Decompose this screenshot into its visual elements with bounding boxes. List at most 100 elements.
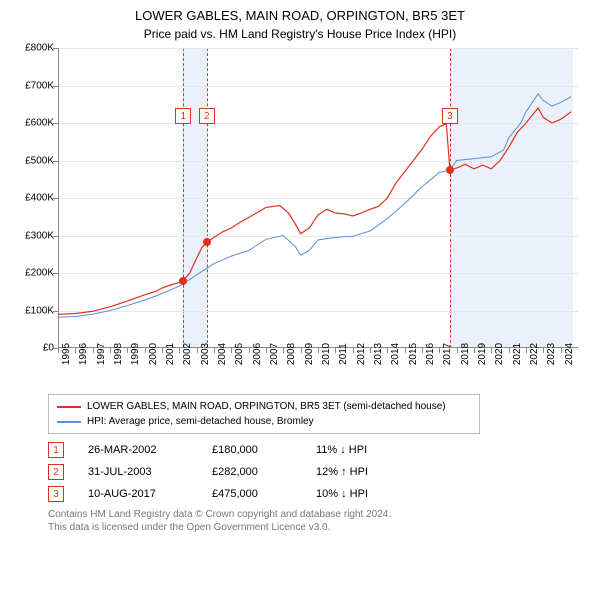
series-hpi: [58, 94, 571, 317]
x-tick: [179, 348, 180, 353]
tx-hpi: 10% ↓ HPI: [316, 488, 416, 500]
footer-line: This data is licensed under the Open Gov…: [48, 521, 592, 534]
y-tick-label: £200K: [10, 268, 54, 279]
chart-subtitle: Price paid vs. HM Land Registry's House …: [8, 27, 592, 41]
x-tick-label: 2012: [356, 343, 367, 365]
transactions-table: 1 26-MAR-2002 £180,000 11% ↓ HPI 2 31-JUL-200…: [48, 442, 592, 502]
transaction-row: 3 10-AUG-2017 £475,000 10% ↓ HPI: [48, 486, 592, 502]
x-tick-label: 2024: [564, 343, 575, 365]
marker-dot: [203, 238, 211, 246]
x-tick-label: 2013: [373, 343, 384, 365]
transaction-row: 2 31-JUL-2003 £282,000 12% ↑ HPI: [48, 464, 592, 480]
transaction-row: 1 26-MAR-2002 £180,000 11% ↓ HPI: [48, 442, 592, 458]
x-tick-label: 1995: [61, 343, 72, 365]
y-tick-label: £100K: [10, 305, 54, 316]
x-tick: [93, 348, 94, 353]
x-tick: [249, 348, 250, 353]
x-tick-label: 2007: [269, 343, 280, 365]
tx-date: 31-JUL-2003: [88, 466, 188, 478]
x-tick: [301, 348, 302, 353]
legend: LOWER GABLES, MAIN ROAD, ORPINGTON, BR5 …: [48, 394, 480, 434]
x-tick: [214, 348, 215, 353]
tx-hpi: 11% ↓ HPI: [316, 444, 416, 456]
x-tick-label: 1999: [130, 343, 141, 365]
y-tick-label: £500K: [10, 155, 54, 166]
legend-item-property: LOWER GABLES, MAIN ROAD, ORPINGTON, BR5 …: [57, 399, 471, 414]
x-tick-label: 2004: [217, 343, 228, 365]
y-tick-label: £600K: [10, 118, 54, 129]
tx-price: £282,000: [212, 466, 292, 478]
x-tick-label: 1998: [113, 343, 124, 365]
x-tick-label: 2008: [286, 343, 297, 365]
x-tick: [58, 348, 59, 353]
x-tick-label: 2010: [321, 343, 332, 365]
y-tick-label: £700K: [10, 80, 54, 91]
x-tick-label: 2009: [304, 343, 315, 365]
y-tick-label: £0: [10, 343, 54, 354]
series-property: [58, 108, 571, 314]
x-tick: [145, 348, 146, 353]
footer-line: Contains HM Land Registry data © Crown c…: [48, 508, 592, 521]
x-tick: [110, 348, 111, 353]
x-tick: [457, 348, 458, 353]
x-tick: [439, 348, 440, 353]
x-tick: [422, 348, 423, 353]
x-tick-label: 2022: [529, 343, 540, 365]
legend-label: LOWER GABLES, MAIN ROAD, ORPINGTON, BR5 …: [87, 399, 446, 414]
x-tick-label: 2014: [390, 343, 401, 365]
x-tick-label: 2015: [408, 343, 419, 365]
x-tick: [75, 348, 76, 353]
tx-date: 10-AUG-2017: [88, 488, 188, 500]
x-tick-label: 2017: [442, 343, 453, 365]
x-tick: [474, 348, 475, 353]
x-tick: [353, 348, 354, 353]
tx-price: £180,000: [212, 444, 292, 456]
x-tick: [197, 348, 198, 353]
x-tick-label: 2018: [460, 343, 471, 365]
x-tick: [162, 348, 163, 353]
x-tick: [405, 348, 406, 353]
x-tick: [561, 348, 562, 353]
marker-square: 1: [175, 108, 191, 124]
x-tick: [370, 348, 371, 353]
x-tick: [127, 348, 128, 353]
tx-marker: 1: [48, 442, 64, 458]
legend-label: HPI: Average price, semi-detached house,…: [87, 414, 314, 429]
x-tick: [318, 348, 319, 353]
x-tick: [491, 348, 492, 353]
legend-item-hpi: HPI: Average price, semi-detached house,…: [57, 414, 471, 429]
x-tick-label: 2011: [338, 343, 349, 365]
x-tick-label: 1997: [96, 343, 107, 365]
x-tick-label: 2023: [546, 343, 557, 365]
x-tick: [283, 348, 284, 353]
y-tick-label: £300K: [10, 230, 54, 241]
legend-swatch: [57, 406, 81, 408]
x-tick: [509, 348, 510, 353]
x-tick: [387, 348, 388, 353]
tx-marker: 2: [48, 464, 64, 480]
x-tick-label: 2001: [165, 343, 176, 365]
x-tick-label: 2005: [234, 343, 245, 365]
y-tick-label: £400K: [10, 193, 54, 204]
tx-price: £475,000: [212, 488, 292, 500]
x-tick-label: 2000: [148, 343, 159, 365]
x-tick-label: 2002: [182, 343, 193, 365]
price-chart: LOWER GABLES, MAIN ROAD, ORPINGTON, BR5 …: [8, 8, 592, 388]
x-tick-label: 2016: [425, 343, 436, 365]
x-tick: [526, 348, 527, 353]
x-tick-label: 2021: [512, 343, 523, 365]
chart-title: LOWER GABLES, MAIN ROAD, ORPINGTON, BR5 …: [8, 8, 592, 25]
tx-date: 26-MAR-2002: [88, 444, 188, 456]
marker-dot: [179, 277, 187, 285]
x-tick-label: 2020: [494, 343, 505, 365]
x-tick-label: 1996: [78, 343, 89, 365]
footer-attribution: Contains HM Land Registry data © Crown c…: [48, 508, 592, 534]
x-tick: [543, 348, 544, 353]
y-tick-label: £800K: [10, 43, 54, 54]
tx-hpi: 12% ↑ HPI: [316, 466, 416, 478]
legend-swatch: [57, 421, 81, 423]
tx-marker: 3: [48, 486, 64, 502]
x-tick-label: 2006: [252, 343, 263, 365]
marker-square: 3: [442, 108, 458, 124]
marker-square: 2: [199, 108, 215, 124]
